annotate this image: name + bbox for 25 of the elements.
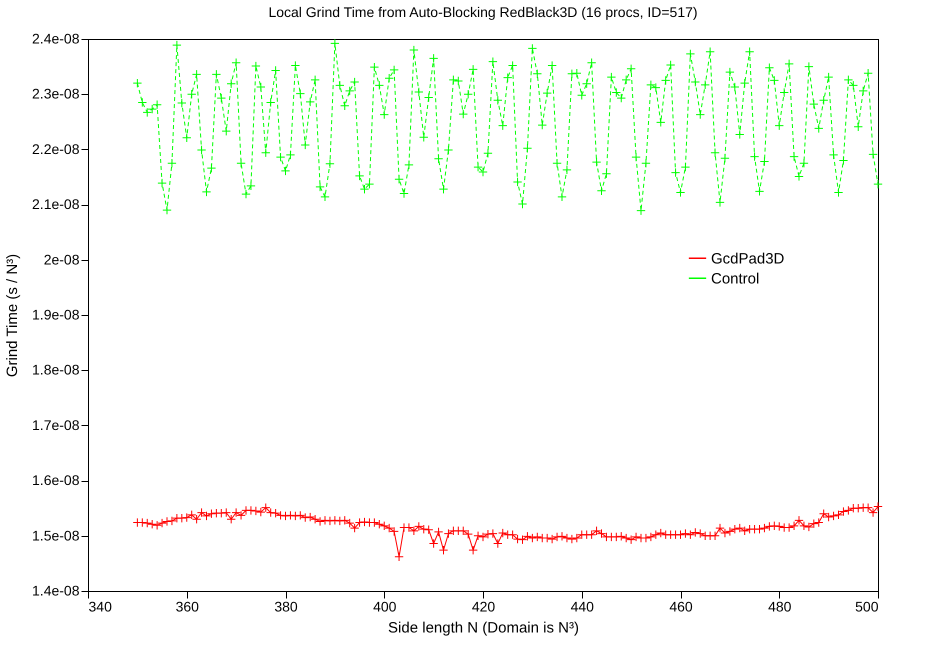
x-tick-label: 420 — [472, 598, 496, 614]
legend-label: GcdPad3D — [711, 250, 785, 268]
x-tick-label: 360 — [176, 598, 200, 614]
x-tick-label: 480 — [768, 598, 792, 614]
chart-title: Local Grind Time from Auto-Blocking RedBlack3D (16 procs, ID=517) — [268, 4, 698, 20]
x-axis-title: Side length N (Domain is N³) — [388, 620, 579, 636]
y-tick-label: 1.4e-08 — [32, 582, 80, 598]
y-tick-label: 1.5e-08 — [32, 527, 80, 544]
y-tick-label: 2.1e-08 — [32, 196, 80, 212]
y-tick-label: 1.6e-08 — [32, 472, 80, 488]
x-tick-label: 400 — [373, 598, 397, 614]
y-tick-label: 2.4e-08 — [32, 30, 80, 46]
y-tick-label: 2.2e-08 — [32, 140, 80, 157]
y-tick-label: 1.9e-08 — [32, 306, 80, 322]
y-tick-label: 2.3e-08 — [32, 86, 80, 102]
x-tick-label: 500 — [855, 598, 879, 614]
x-tick-label: 440 — [570, 598, 594, 614]
x-tick-label: 380 — [274, 598, 298, 614]
x-tick-label: 460 — [669, 598, 693, 614]
y-tick-label: 1.7e-08 — [32, 416, 80, 433]
x-tick-label: 340 — [88, 598, 112, 614]
legend-label: Control — [711, 270, 760, 288]
y-tick-label: 2e-08 — [44, 251, 80, 268]
y-tick-label: 1.8e-08 — [32, 362, 80, 378]
y-axis-title: Grind Time (s / N³) — [4, 254, 22, 378]
